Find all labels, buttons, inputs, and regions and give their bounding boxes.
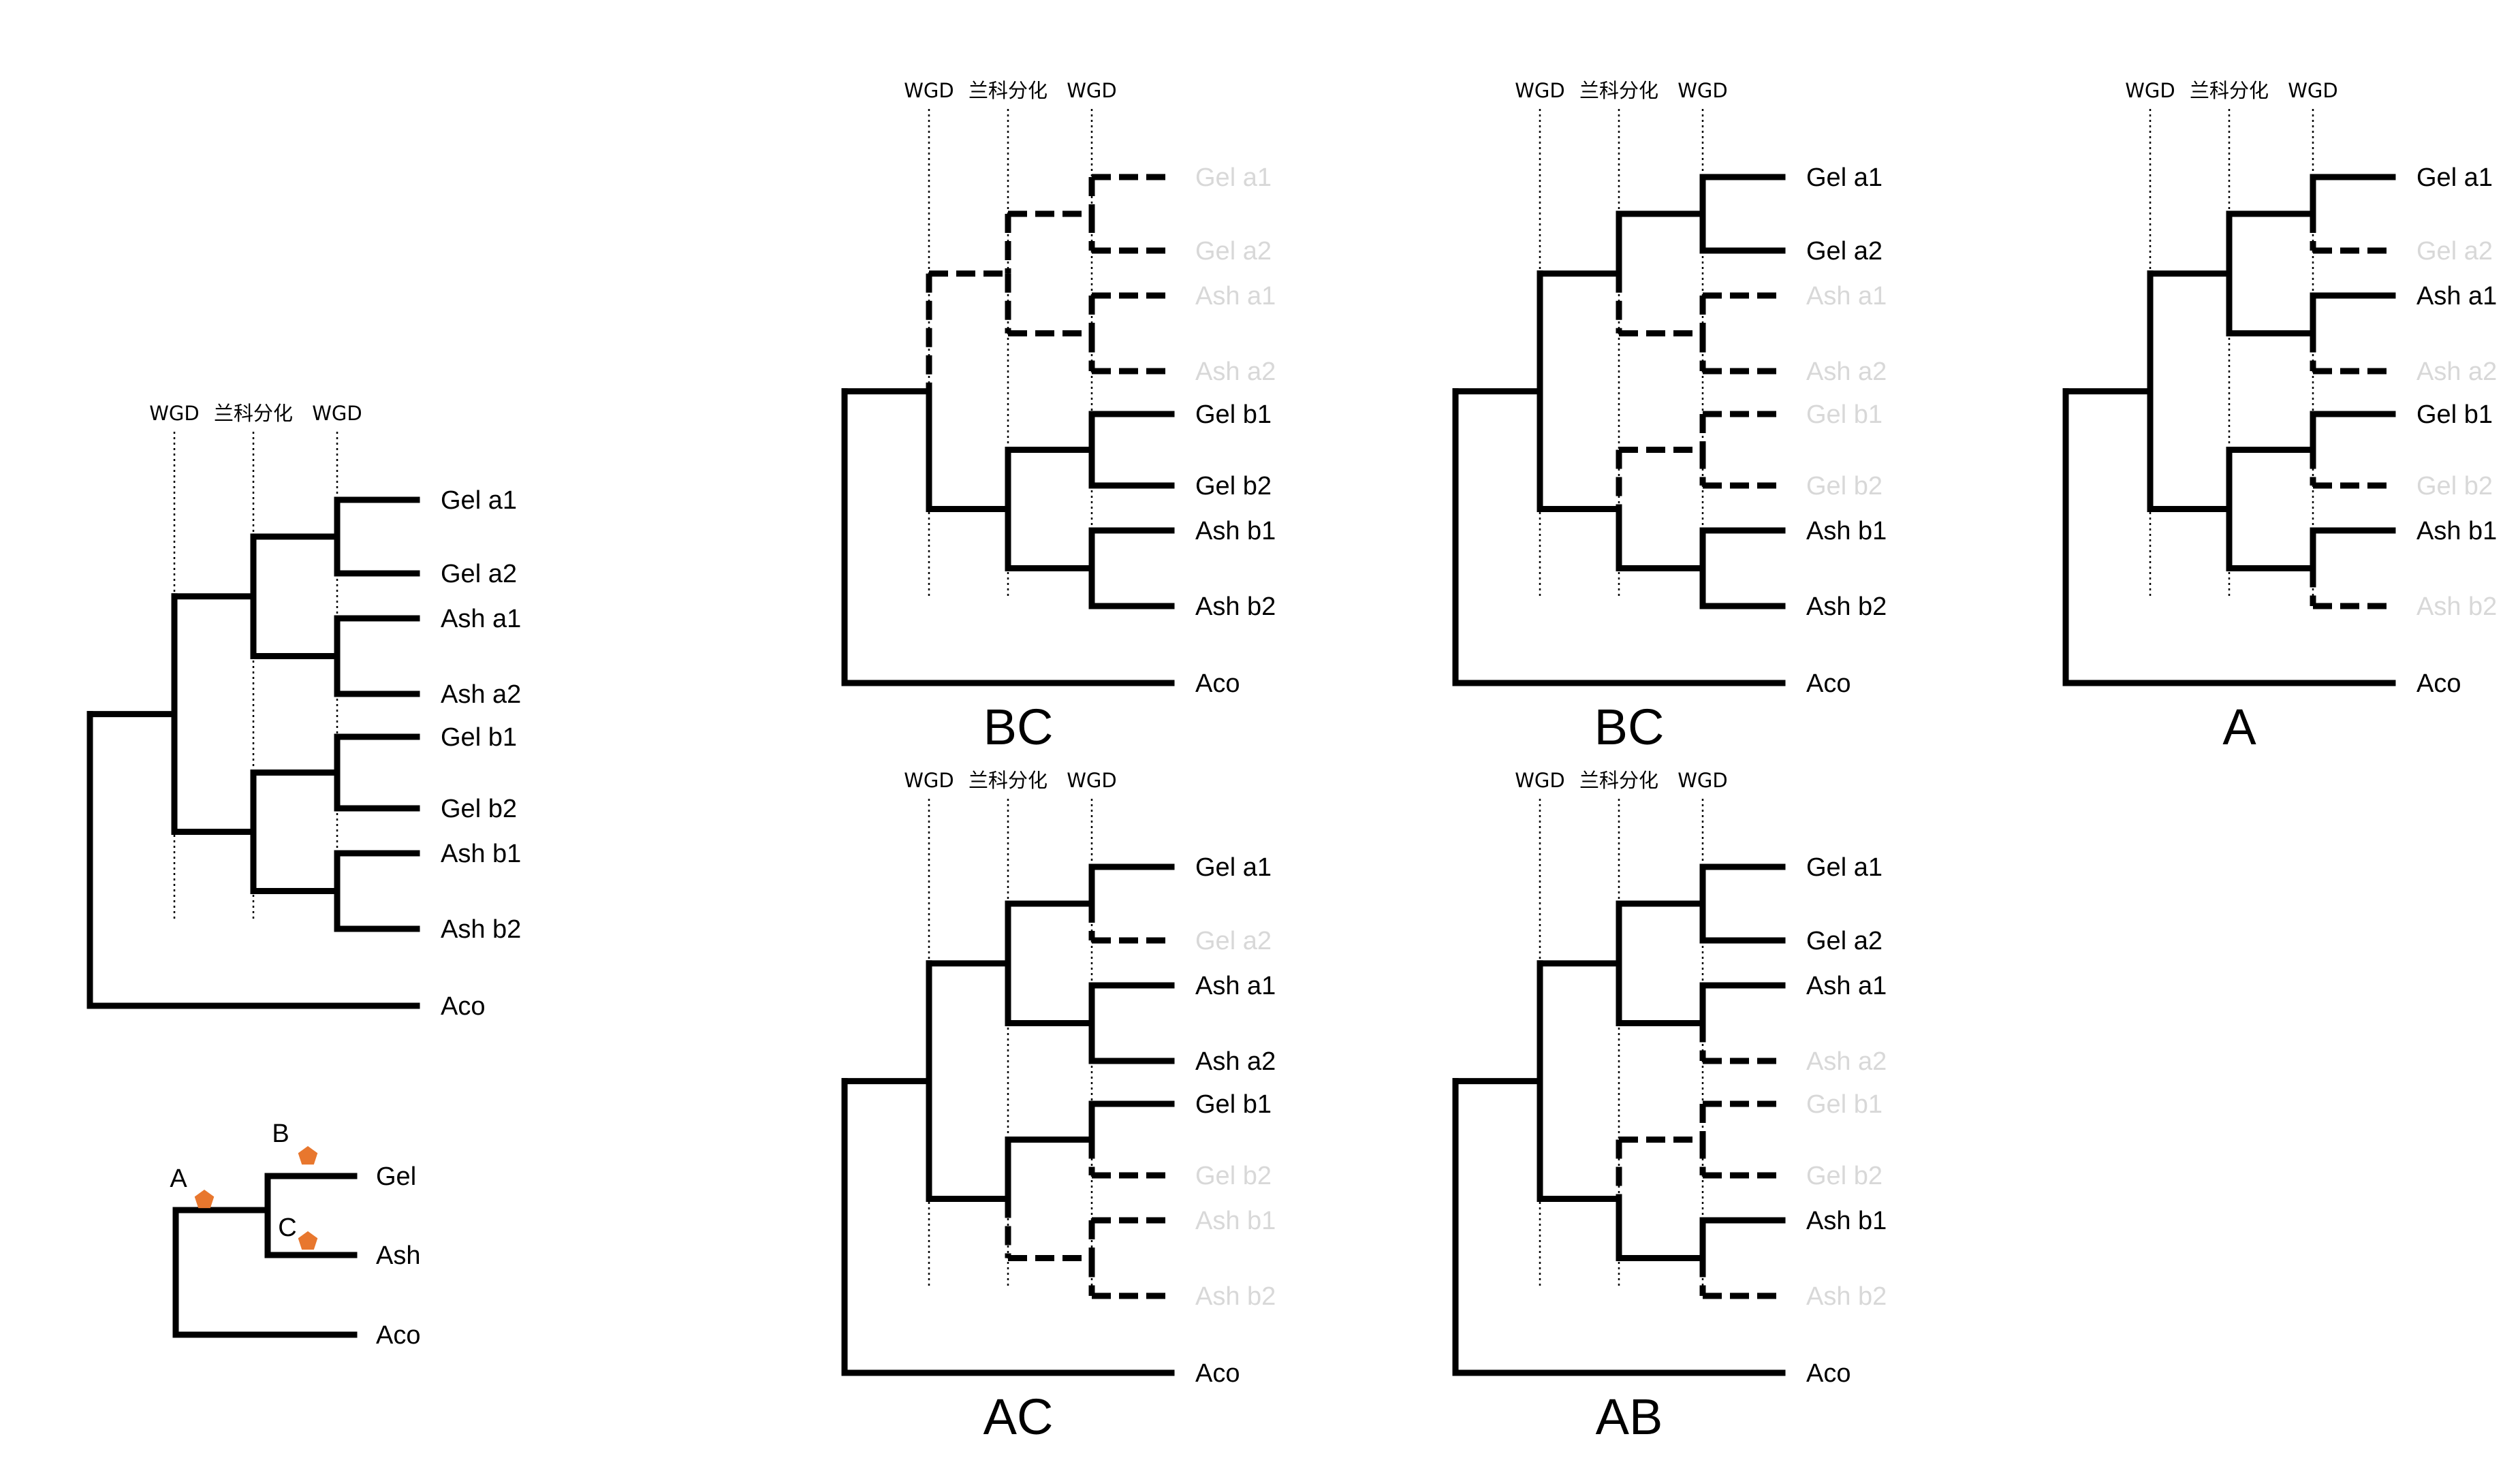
event-header-label: WGD — [904, 769, 954, 792]
event-header-label: WGD — [2288, 79, 2337, 102]
leaf-label: Gel b1 — [441, 723, 517, 752]
leaf-label: Ash b2 — [1806, 592, 1887, 621]
leaf-label: Gel a1 — [2416, 163, 2493, 192]
leaf-label: Ash a1 — [2416, 282, 2497, 311]
tree-panel-5: WGD 兰科分化 WGD Gel a1 Gel a2 Ash a1 Ash a2 Gel b1… — [841, 769, 1276, 1445]
tree-panel-4: WGD 兰科分化 WGD Gel a1 Gel a2 Ash a1 Ash a2 Gel b1… — [2062, 79, 2497, 755]
leaf-label: Gel b2 — [1195, 1162, 1272, 1190]
event-header-label: WGD — [904, 79, 954, 102]
leaf-label: Ash a1 — [1195, 972, 1276, 1000]
leaf-label: Gel b2 — [441, 795, 517, 823]
outgroup-label: Aco — [441, 992, 485, 1021]
event-header-label: WGD — [2125, 79, 2175, 102]
event-header-label: WGD — [149, 402, 199, 425]
leaf-label: Ash b2 — [1195, 1282, 1276, 1311]
event-header-label: 兰科分化 — [968, 79, 1048, 102]
leaf-label: Gel b2 — [1195, 472, 1272, 501]
event-label: C — [278, 1213, 296, 1242]
leaf-label: Gel b1 — [2416, 400, 2493, 429]
leaf-label: Gel a2 — [441, 560, 517, 588]
event-header-label: WGD — [1515, 79, 1564, 102]
event-header-label: WGD — [1515, 769, 1564, 792]
event-header-label: 兰科分化 — [2190, 79, 2269, 102]
leaf-label: Ash a2 — [1806, 1047, 1887, 1076]
leaf-label: Ash a2 — [1806, 358, 1887, 386]
leaf-label: Gel a1 — [1806, 163, 1883, 192]
leaf-label: Gel b1 — [1806, 400, 1883, 429]
leaf-label: Ash a1 — [1195, 282, 1276, 311]
event-header-label: WGD — [1067, 79, 1116, 102]
leaf-label: Ash a1 — [441, 605, 521, 633]
event-header-label: 兰科分化 — [968, 769, 1048, 792]
event-header-label: WGD — [312, 402, 362, 425]
event-label: A — [170, 1164, 187, 1193]
leaf-label: Ash a2 — [1195, 358, 1276, 386]
outgroup-label: Aco — [2416, 669, 2461, 698]
scenario-caption: AB — [1596, 1388, 1663, 1445]
scenario-caption: BC — [1594, 699, 1665, 755]
scenario-caption: BC — [983, 699, 1054, 755]
leaf-label: Gel b1 — [1195, 1090, 1272, 1119]
tree-panel-6: WGD 兰科分化 WGD Gel a1 Gel a2 Ash a1 Ash a2 Gel b1… — [1452, 769, 1887, 1445]
event-label: B — [272, 1120, 289, 1148]
leaf-label: Ash b1 — [441, 840, 521, 868]
scenario-caption: AC — [983, 1388, 1054, 1445]
leaf-label: Gel a1 — [1195, 163, 1272, 192]
event-header-label: 兰科分化 — [214, 402, 293, 425]
tree-panel-2: WGD 兰科分化 WGD Gel a1 Gel a2 Ash a1 Ash a2 Gel b1… — [841, 79, 1276, 755]
event-header-label: WGD — [1067, 769, 1116, 792]
event-marker-icon — [194, 1190, 215, 1209]
leaf-label: Gel b2 — [1806, 1162, 1883, 1190]
tree-panel-1: WGD 兰科分化 WGD Gel a1 Gel a2 Ash a1 Ash a2 Gel b1… — [86, 402, 521, 1021]
leaf-label: Gel b1 — [1806, 1090, 1883, 1119]
leaf-label: Ash b1 — [1195, 1207, 1276, 1235]
leaf-label: Ash b1 — [1806, 1207, 1887, 1235]
species-tree: Gel Ash Aco A B C — [170, 1120, 420, 1350]
outgroup-label: Aco — [1806, 1359, 1850, 1388]
species-label: Gel — [376, 1162, 416, 1191]
leaf-label: Ash a2 — [441, 680, 521, 709]
event-header-label: 兰科分化 — [1579, 79, 1658, 102]
event-marker-icon — [298, 1231, 318, 1250]
leaf-label: Gel a1 — [1195, 853, 1272, 882]
outgroup-label: Aco — [1195, 669, 1240, 698]
leaf-label: Ash b1 — [1806, 517, 1887, 545]
leaf-label: Gel a2 — [1195, 237, 1272, 266]
leaf-label: Ash b2 — [1195, 592, 1276, 621]
leaf-label: Gel b2 — [2416, 472, 2493, 501]
species-label: Ash — [376, 1241, 420, 1270]
tree-panel-3: WGD 兰科分化 WGD Gel a1 Gel a2 Ash a1 Ash a2 Gel b1… — [1452, 79, 1887, 755]
leaf-label: Gel b1 — [1195, 400, 1272, 429]
outgroup-label: Aco — [1806, 669, 1850, 698]
leaf-label: Ash a1 — [1806, 282, 1887, 311]
outgroup-label: Aco — [1195, 1359, 1240, 1388]
leaf-label: Ash a2 — [2416, 358, 2497, 386]
leaf-label: Gel a2 — [2416, 237, 2493, 266]
event-header-label: 兰科分化 — [1579, 769, 1658, 792]
leaf-label: Ash b1 — [1195, 517, 1276, 545]
leaf-label: Ash b2 — [1806, 1282, 1887, 1311]
leaf-label: Gel a1 — [1806, 853, 1883, 882]
leaf-label: Gel a2 — [1806, 927, 1883, 955]
event-header-label: WGD — [1678, 79, 1727, 102]
scenario-caption: A — [2222, 699, 2256, 755]
event-marker-icon — [298, 1146, 318, 1165]
leaf-label: Gel a1 — [441, 486, 517, 515]
leaf-label: Ash b2 — [2416, 592, 2497, 621]
leaf-label: Gel a2 — [1195, 927, 1272, 955]
leaf-label: Gel b2 — [1806, 472, 1883, 501]
species-label: Aco — [376, 1321, 420, 1350]
leaf-label: Ash a2 — [1195, 1047, 1276, 1076]
event-header-label: WGD — [1678, 769, 1727, 792]
leaf-label: Gel a2 — [1806, 237, 1883, 266]
leaf-label: Ash b1 — [2416, 517, 2497, 545]
leaf-label: Ash b2 — [441, 915, 521, 944]
leaf-label: Ash a1 — [1806, 972, 1887, 1000]
